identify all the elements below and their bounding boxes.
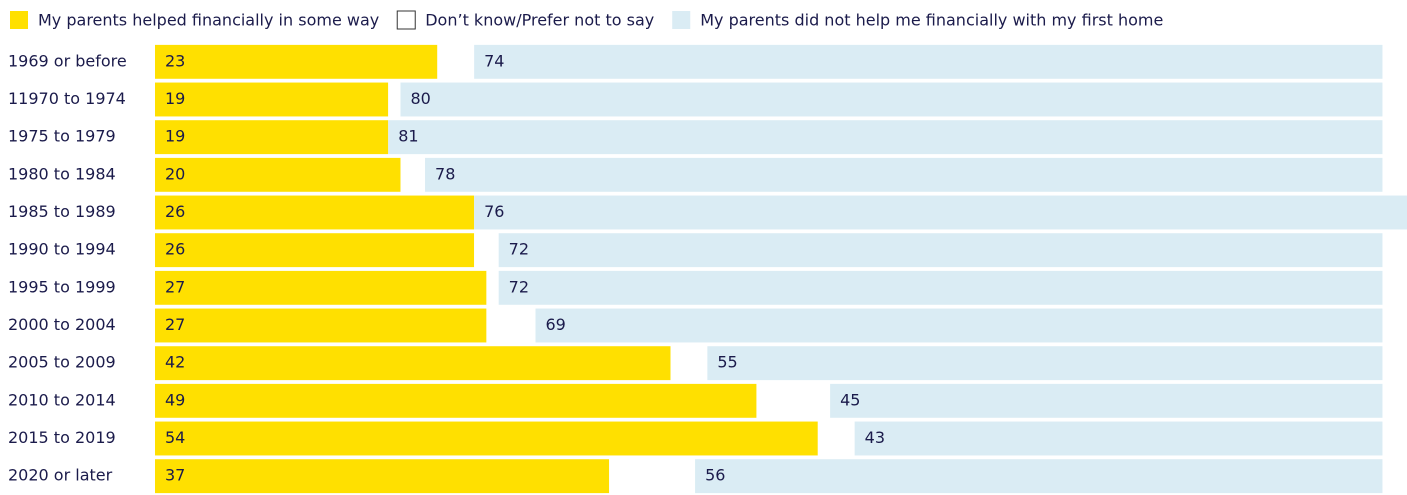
bar-segment — [155, 120, 389, 155]
data-label: 56 — [705, 466, 725, 485]
bar-segment — [425, 157, 1383, 192]
bar-segment — [474, 233, 499, 268]
data-label: 27 — [165, 315, 185, 334]
data-label: 72 — [509, 277, 529, 296]
bar-segment — [155, 195, 475, 230]
bar-segment — [155, 233, 475, 268]
bar-segment — [155, 346, 671, 381]
data-label: 37 — [165, 466, 185, 485]
data-label: 54 — [165, 428, 185, 447]
legend-label: My parents helped financially in some wa… — [38, 11, 379, 30]
y-tick-label: 1995 to 1999 — [8, 277, 116, 296]
data-label: 72 — [509, 240, 529, 259]
bar-segment — [474, 195, 1407, 230]
bar-segment — [609, 459, 696, 494]
bar-segment — [155, 308, 487, 343]
bar-segment — [400, 157, 426, 192]
data-label: 27 — [165, 277, 185, 296]
bar-segment — [498, 233, 1383, 268]
legend-swatch — [396, 10, 416, 30]
data-label: 45 — [840, 390, 860, 409]
y-tick-label: 1990 to 1994 — [8, 240, 116, 259]
data-label: 49 — [165, 390, 185, 409]
bar-segment — [707, 346, 1383, 381]
bar-segment — [155, 383, 757, 418]
bar-segment — [400, 82, 1383, 117]
y-tick-label: 2005 to 2009 — [8, 353, 116, 372]
bar-segment — [388, 82, 401, 117]
bar-segment — [155, 270, 487, 305]
y-tick-label: 1980 to 1984 — [8, 164, 116, 183]
bar-segment — [437, 44, 475, 79]
data-label: 43 — [865, 428, 885, 447]
bar-segment — [155, 157, 401, 192]
y-tick-label: 2010 to 2014 — [8, 390, 116, 409]
bar-segment — [535, 308, 1383, 343]
bar-segment — [155, 82, 389, 117]
data-label: 81 — [398, 127, 418, 146]
bar-segment — [388, 120, 1383, 155]
bar-segment — [817, 421, 855, 456]
bar-segment — [498, 270, 1383, 305]
data-label: 26 — [165, 240, 185, 259]
legend-label: My parents did not help me financially w… — [700, 11, 1163, 30]
bar-segment — [155, 421, 818, 456]
legend-label: Don’t know/Prefer not to say — [425, 11, 654, 30]
data-label: 20 — [165, 164, 185, 183]
data-label: 80 — [410, 89, 430, 108]
bar-segment — [830, 383, 1383, 418]
legend-swatch — [10, 11, 28, 29]
data-label: 69 — [546, 315, 566, 334]
data-label: 23 — [165, 51, 185, 70]
data-label: 19 — [165, 127, 185, 146]
data-label: 42 — [165, 353, 185, 372]
bar-segment — [695, 459, 1383, 494]
bar-segment — [854, 421, 1383, 456]
data-label: 19 — [165, 89, 185, 108]
data-label: 74 — [484, 51, 504, 70]
bar-segment — [670, 346, 708, 381]
data-label: 55 — [717, 353, 737, 372]
y-tick-label: 11970 to 1974 — [8, 89, 126, 108]
y-tick-label: 2015 to 2019 — [8, 428, 116, 447]
y-tick-label: 2000 to 2004 — [8, 315, 116, 334]
legend-swatch — [672, 11, 691, 29]
data-label: 26 — [165, 202, 185, 221]
bar-segment — [756, 383, 831, 418]
y-tick-label: 1969 or before — [8, 51, 127, 70]
data-label: 76 — [484, 202, 504, 221]
bar-segment — [155, 459, 610, 494]
y-tick-label: 2020 or later — [8, 466, 113, 485]
bar-segment — [486, 270, 499, 305]
y-tick-label: 1985 to 1989 — [8, 202, 116, 221]
bar-segment — [474, 44, 1383, 79]
bar-segment — [486, 308, 536, 343]
bar-segment — [155, 44, 438, 79]
y-tick-label: 1975 to 1979 — [8, 127, 116, 146]
data-label: 78 — [435, 164, 455, 183]
